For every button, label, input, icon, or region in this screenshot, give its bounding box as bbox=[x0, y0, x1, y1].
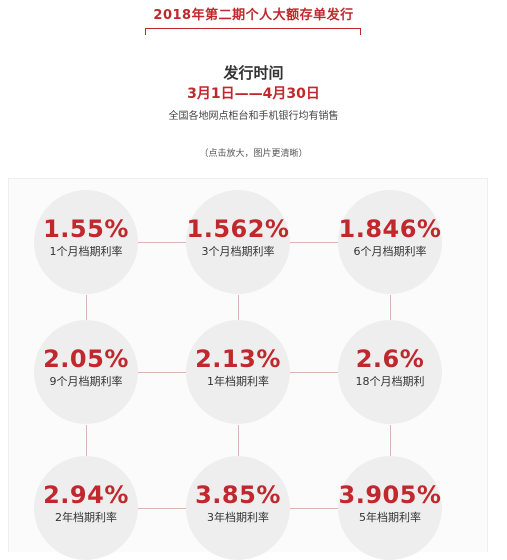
connector-h-2-1 bbox=[138, 372, 186, 373]
underline-tick-right bbox=[360, 28, 361, 35]
rate-value: 3.905% bbox=[338, 481, 442, 509]
rate-term: 2年档期利率 bbox=[55, 511, 117, 524]
rate-card: 1.562% 3个月档期利率 bbox=[186, 190, 290, 294]
rate-term: 9个月档期利率 bbox=[49, 375, 123, 388]
rate-term: 3个月档期利率 bbox=[201, 245, 275, 258]
connector-v-1-3 bbox=[390, 295, 391, 320]
connector-h-2-2 bbox=[290, 372, 338, 373]
rate-value: 3.85% bbox=[195, 481, 281, 509]
connector-h-1-2 bbox=[290, 242, 338, 243]
rate-card: 2.13% 1年档期利率 bbox=[186, 320, 290, 424]
rate-card: 2.05% 9个月档期利率 bbox=[34, 320, 138, 424]
rate-value: 2.13% bbox=[195, 345, 281, 373]
rate-value: 1.846% bbox=[338, 215, 442, 243]
rate-card: 3.85% 3年档期利率 bbox=[186, 456, 290, 560]
rate-card: 2.94% 2年档期利率 bbox=[34, 456, 138, 560]
issue-time-label: 发行时间 bbox=[223, 64, 284, 82]
rate-value: 1.55% bbox=[43, 215, 129, 243]
sales-channel-note: 全国各地网点柜台和手机银行均有销售 bbox=[168, 111, 339, 122]
rate-value: 1.562% bbox=[186, 215, 290, 243]
connector-v-2-1 bbox=[86, 425, 87, 456]
rate-value: 2.6% bbox=[355, 345, 425, 373]
issue-date-range: 3月1日——4月30日 bbox=[187, 86, 320, 102]
connector-h-3-1 bbox=[138, 508, 186, 509]
rate-card: 1.846% 6个月档期利率 bbox=[338, 190, 442, 294]
rate-term: 3年档期利率 bbox=[207, 511, 269, 524]
rate-card: 3.905% 5年档期利率 bbox=[338, 456, 442, 560]
rate-value: 2.94% bbox=[43, 481, 129, 509]
connector-v-1-2 bbox=[238, 295, 239, 320]
zoom-hint: （点击放大，图片更清晰） bbox=[199, 149, 308, 159]
rate-term: 6个月档期利率 bbox=[353, 245, 427, 258]
page-title: 2018年第二期个人大额存单发行 bbox=[153, 8, 354, 23]
connector-v-2-2 bbox=[238, 425, 239, 456]
title-underline bbox=[145, 28, 361, 29]
rate-term: 1个月档期利率 bbox=[49, 245, 123, 258]
underline-tick-left bbox=[145, 28, 146, 35]
connector-v-2-3 bbox=[390, 425, 391, 456]
rate-card: 1.55% 1个月档期利率 bbox=[34, 190, 138, 294]
rate-term: 5年档期利率 bbox=[359, 511, 421, 524]
connector-v-1-1 bbox=[86, 295, 87, 320]
rate-value: 2.05% bbox=[43, 345, 129, 373]
connector-h-3-2 bbox=[290, 508, 338, 509]
rate-term: 1年档期利率 bbox=[207, 375, 269, 388]
connector-h-1-1 bbox=[138, 242, 186, 243]
rate-card: 2.6% 18个月档期利 bbox=[338, 320, 442, 424]
rate-term: 18个月档期利 bbox=[355, 375, 425, 388]
